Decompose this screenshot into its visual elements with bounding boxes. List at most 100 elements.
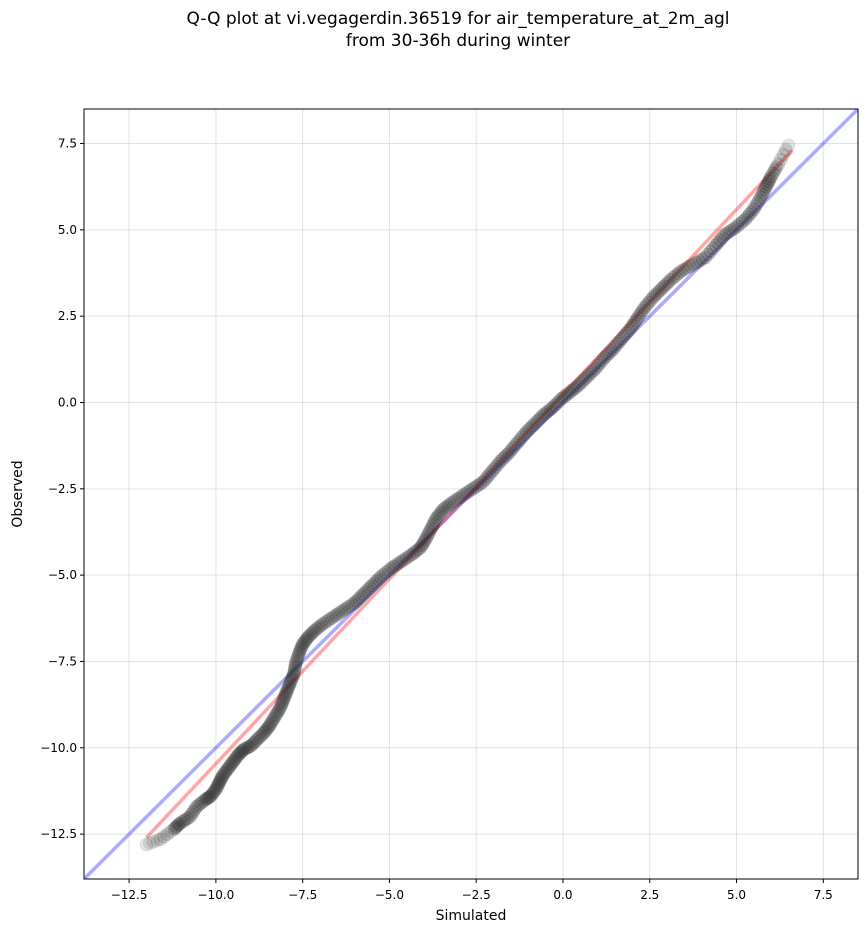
qq-point [623, 321, 638, 336]
qq-point [276, 692, 291, 707]
qq-point [265, 714, 280, 728]
qq-point [589, 361, 603, 375]
qq-point [769, 160, 784, 175]
qq-point [274, 696, 289, 711]
qq-point [225, 756, 239, 771]
qq-point [513, 432, 527, 447]
qq-point [615, 331, 629, 346]
qq-point [521, 422, 536, 437]
qq-point [273, 701, 288, 715]
qq-point [238, 741, 253, 756]
qq-point [706, 241, 720, 256]
qq-point [201, 790, 215, 805]
qq-point [591, 358, 606, 373]
qq-point [755, 187, 770, 202]
qq-point [381, 563, 396, 578]
qq-point [440, 499, 455, 513]
qq-point [287, 661, 302, 676]
qq-point [262, 718, 277, 733]
qq-point [255, 727, 270, 741]
qq-point [266, 711, 281, 726]
qq-point [227, 752, 242, 767]
qq-point [275, 694, 290, 709]
qq-point [671, 266, 686, 281]
qq-point [326, 609, 341, 624]
qq-point [715, 230, 730, 245]
qq-point [604, 344, 619, 359]
x-tick-label: 2.5 [640, 888, 659, 902]
qq-point [281, 681, 295, 696]
qq-point [756, 184, 771, 199]
qq-point [373, 569, 388, 584]
qq-point [452, 490, 467, 505]
x-tick-label: −7.5 [288, 888, 317, 902]
qq-point [547, 398, 562, 413]
qq-point [612, 334, 627, 349]
qq-point [584, 365, 599, 380]
qq-point [478, 472, 493, 487]
qq-point [286, 668, 301, 683]
qq-point [186, 804, 201, 819]
chart-title-line-2: from 30-36h during winter [345, 31, 571, 51]
qq-point [334, 604, 349, 619]
qq-point [634, 305, 648, 320]
qq-point [294, 639, 309, 654]
qq-point [163, 824, 178, 839]
qq-point [298, 633, 313, 648]
qq-point [206, 785, 221, 800]
qq-point [602, 346, 616, 361]
qq-point [407, 545, 422, 560]
qq-point [199, 791, 214, 806]
qq-point [578, 371, 592, 386]
qq-point [493, 454, 508, 469]
qq-point [543, 402, 558, 417]
qq-point [720, 226, 734, 241]
qq-point [771, 157, 786, 172]
qq-point [593, 355, 608, 370]
qq-point [686, 257, 701, 272]
qq-point [386, 559, 401, 574]
qq-point [710, 235, 725, 250]
qq-point [291, 648, 306, 663]
qq-point [504, 443, 519, 457]
qq-point [250, 732, 265, 747]
qq-point [332, 606, 347, 621]
qq-point [169, 819, 184, 834]
qq-point [545, 400, 560, 415]
qq-point [207, 784, 222, 798]
qq-point [288, 656, 303, 671]
qq-point [384, 561, 399, 576]
qq-point [759, 179, 773, 194]
y-tick-label: 0.0 [58, 395, 77, 409]
qq-point [329, 607, 344, 622]
qq-point [528, 416, 543, 431]
qq-point [340, 601, 354, 615]
qq-point [218, 765, 233, 779]
qq-point [606, 342, 621, 356]
qq-point [215, 770, 229, 785]
qq-point [556, 390, 571, 405]
qq-point [717, 228, 732, 242]
qq-point [431, 509, 445, 523]
qq-point [753, 190, 768, 204]
qq-point [319, 614, 333, 629]
qq-point [203, 789, 218, 804]
qq-point [221, 761, 235, 776]
qq-point [767, 163, 782, 178]
qq-point [621, 323, 636, 338]
fit-line [145, 149, 794, 839]
qq-point [458, 487, 472, 501]
qq-point [264, 716, 278, 731]
qq-point [300, 630, 315, 645]
qq-point [280, 683, 294, 698]
qq-point [491, 456, 506, 471]
qq-point [648, 288, 663, 302]
qq-point [409, 544, 424, 558]
qq-point [182, 809, 197, 824]
qq-point [312, 620, 327, 634]
qq-point [727, 221, 742, 236]
qq-point [236, 742, 251, 757]
qq-point [295, 637, 310, 652]
lines-layer [84, 109, 858, 879]
